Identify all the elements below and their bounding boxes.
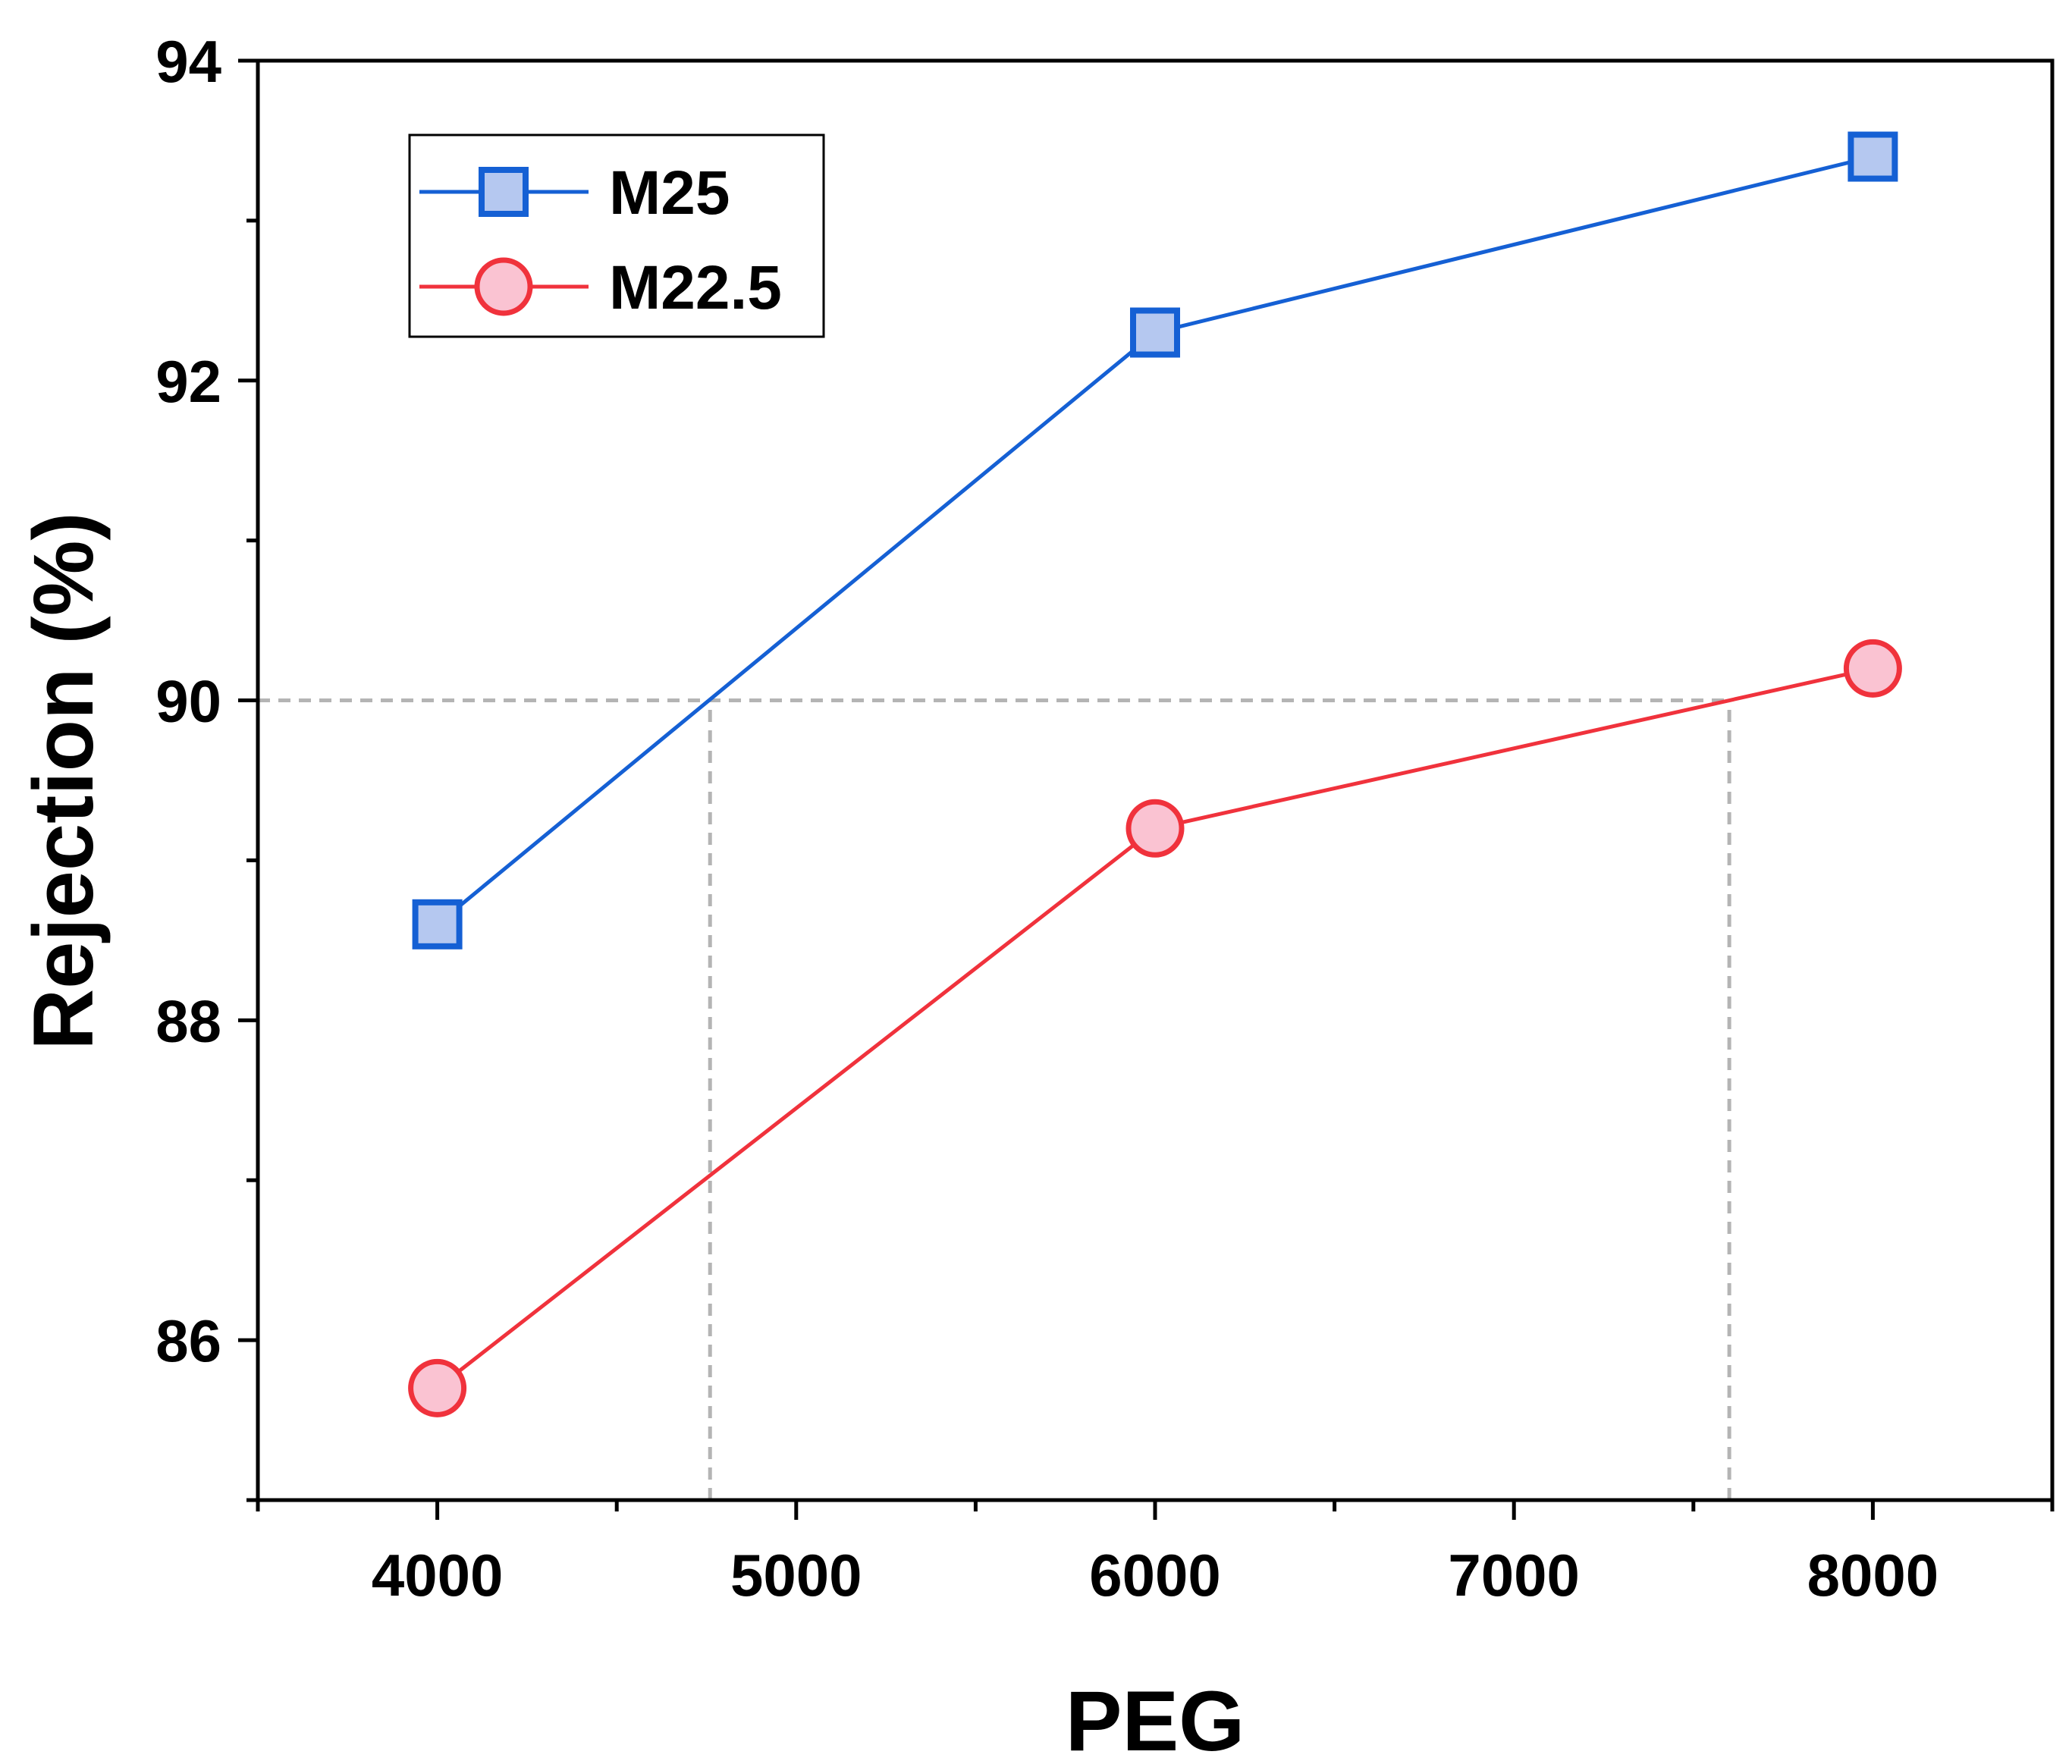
y-tick-label-90: 90 (155, 668, 221, 735)
y-tick-label-94: 94 (155, 28, 221, 95)
data-point-m25-8000 (1848, 131, 1898, 182)
data-point-m25-6000 (1130, 307, 1180, 358)
series-markers (408, 131, 1902, 1417)
legend: M25 M22.5 (408, 133, 825, 338)
legend-marker-m25 (479, 167, 529, 217)
x-tick-label-6000: 6000 (1089, 1542, 1221, 1609)
data-point-m22-5-8000 (1843, 639, 1902, 698)
series-line-m22-5 (436, 666, 1873, 1390)
y-axis-title: Rejection (%) (16, 512, 111, 1050)
x-axis: 4000 5000 6000 7000 8000 (256, 1500, 2055, 1609)
legend-label-m25: M25 (609, 159, 730, 228)
legend-label-m22-5: M22.5 (609, 253, 782, 322)
reference-lines (258, 698, 1731, 1500)
x-tick-label-4000: 4000 (372, 1542, 504, 1609)
x-axis-title: PEG (1066, 1674, 1245, 1764)
x-tick-label-8000: 8000 (1807, 1542, 1939, 1609)
x-tick-label-5000: 5000 (730, 1542, 862, 1609)
y-tick-label-92: 92 (155, 348, 221, 415)
data-point-m25-4000 (412, 899, 463, 949)
y-tick-label-86: 86 (155, 1307, 221, 1374)
data-point-m22-5-6000 (1125, 799, 1185, 858)
y-tick-label-88: 88 (155, 987, 221, 1054)
legend-marker-m22-5 (474, 257, 533, 316)
data-point-m22-5-4000 (408, 1358, 467, 1417)
y-axis: 86 88 90 92 94 (155, 28, 258, 1502)
x-tick-label-7000: 7000 (1448, 1542, 1580, 1609)
